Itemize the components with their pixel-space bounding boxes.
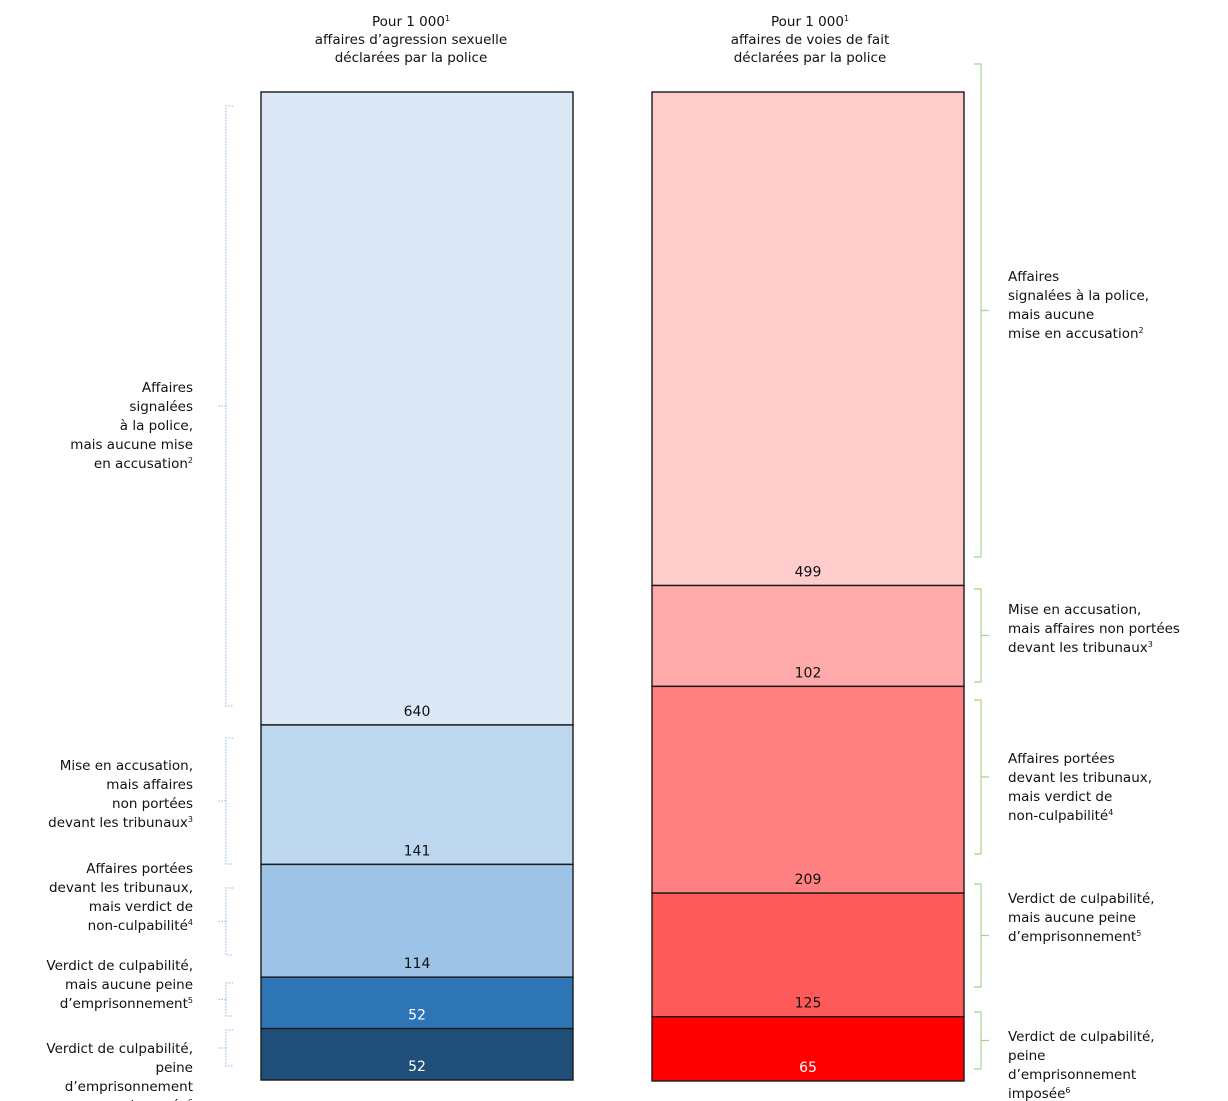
bar-segment <box>651 685 965 894</box>
stack-column-2: Pour 1 0001 affaires de voies de fait décl… <box>651 14 1180 1101</box>
segment-bracket <box>218 887 233 956</box>
segment-category-label: mais verdict de <box>1008 789 1112 805</box>
segment-category-label: imposée6 <box>131 1098 193 1101</box>
segment-category-label: d’emprisonnement5 <box>60 996 193 1012</box>
segment-bracket <box>218 737 233 865</box>
segment-category-label: devant les tribunaux, <box>1008 770 1152 786</box>
segment-category-label: Verdict de culpabilité, <box>1008 891 1155 907</box>
bar-segment <box>651 892 965 1018</box>
segment-category-label: en accusation2 <box>94 456 193 472</box>
segment-bracket <box>974 1011 989 1070</box>
segment-value-label: 65 <box>799 1060 817 1076</box>
segment-category-label: Affaires <box>142 380 193 396</box>
segment-category-label: Verdict de culpabilité, <box>46 1041 193 1057</box>
segment-category-label: mais aucune peine <box>1008 910 1136 926</box>
segment-category-label: non portées <box>112 796 193 812</box>
segment-category-label: Mise en accusation, <box>60 758 193 774</box>
segment-bracket <box>974 883 989 988</box>
segment-category-label: devant les tribunaux3 <box>48 815 193 831</box>
segment-bracket <box>218 105 233 707</box>
column-header-line: Pour 1 0001 <box>771 14 849 30</box>
segment-category-label: d’emprisonnement5 <box>1008 929 1141 945</box>
segment-value-label: 114 <box>404 956 431 972</box>
segment-value-label: 209 <box>795 872 822 888</box>
segment-category-label: mais aucune mise <box>70 437 193 453</box>
bar-segment <box>260 863 574 978</box>
segment-category-label: Affaires portées <box>1008 751 1115 767</box>
segment-bracket <box>218 982 233 1017</box>
segment-category-label: devant les tribunaux, <box>49 880 193 896</box>
segment-category-label: Mise en accusation, <box>1008 602 1141 618</box>
column-header-line: déclarées par la police <box>335 50 488 66</box>
segment-value-label: 640 <box>404 704 431 720</box>
segment-category-label: Affaires portées <box>86 861 193 877</box>
stack-column-1: Pour 1 0001 affaires d’agression sexuelle… <box>46 14 574 1101</box>
segment-value-label: 52 <box>408 1059 426 1075</box>
bar-segment <box>260 724 574 866</box>
segment-value-label: 102 <box>795 665 822 681</box>
segment-category-label: signalées <box>129 399 193 415</box>
segment-category-label: signalées à la police, <box>1008 288 1149 304</box>
bar-segment <box>651 91 965 587</box>
column-header-line: affaires d’agression sexuelle <box>315 32 507 48</box>
segment-category-label: mais affaires <box>106 777 193 793</box>
segment-value-label: 52 <box>408 1008 426 1024</box>
segment-bracket <box>218 1029 233 1067</box>
segment-category-label: imposée6 <box>1008 1086 1070 1101</box>
segment-value-label: 141 <box>404 843 431 859</box>
segment-category-label: peine <box>1008 1048 1046 1064</box>
segment-category-label: à la police, <box>120 418 193 434</box>
segment-category-label: mais verdict de <box>89 899 193 915</box>
bar-segment <box>651 584 965 688</box>
bar-segment <box>260 1027 574 1081</box>
segment-category-label: devant les tribunaux3 <box>1008 640 1153 656</box>
segment-bracket <box>974 63 989 558</box>
segment-category-label: Verdict de culpabilité, <box>46 958 193 974</box>
segment-category-label: non-culpabilité4 <box>88 918 193 934</box>
segment-category-label: mais aucune peine <box>65 977 193 993</box>
column-header-line: déclarées par la police <box>734 50 887 66</box>
bar-segment <box>260 976 574 1030</box>
segment-category-label: d’emprisonnement <box>1008 1067 1136 1083</box>
column-header-line: affaires de voies de fait <box>731 32 890 48</box>
segment-value-label: 499 <box>795 565 822 581</box>
segment-category-label: non-culpabilité4 <box>1008 808 1113 824</box>
bar-segment <box>260 91 574 726</box>
segment-bracket <box>974 588 989 683</box>
segment-category-label: mais aucune <box>1008 307 1094 323</box>
bar-segment <box>651 1016 965 1082</box>
segment-bracket <box>974 699 989 855</box>
segment-category-label: peine <box>156 1060 194 1076</box>
column-header-line: Pour 1 0001 <box>372 14 450 30</box>
segment-category-label: mais affaires non portées <box>1008 621 1180 637</box>
segment-value-label: 125 <box>795 996 822 1012</box>
segment-category-label: mise en accusation2 <box>1008 326 1144 342</box>
segment-category-label: Affaires <box>1008 269 1059 285</box>
segment-category-label: d’emprisonnement <box>65 1079 193 1095</box>
segment-category-label: Verdict de culpabilité, <box>1008 1029 1155 1045</box>
